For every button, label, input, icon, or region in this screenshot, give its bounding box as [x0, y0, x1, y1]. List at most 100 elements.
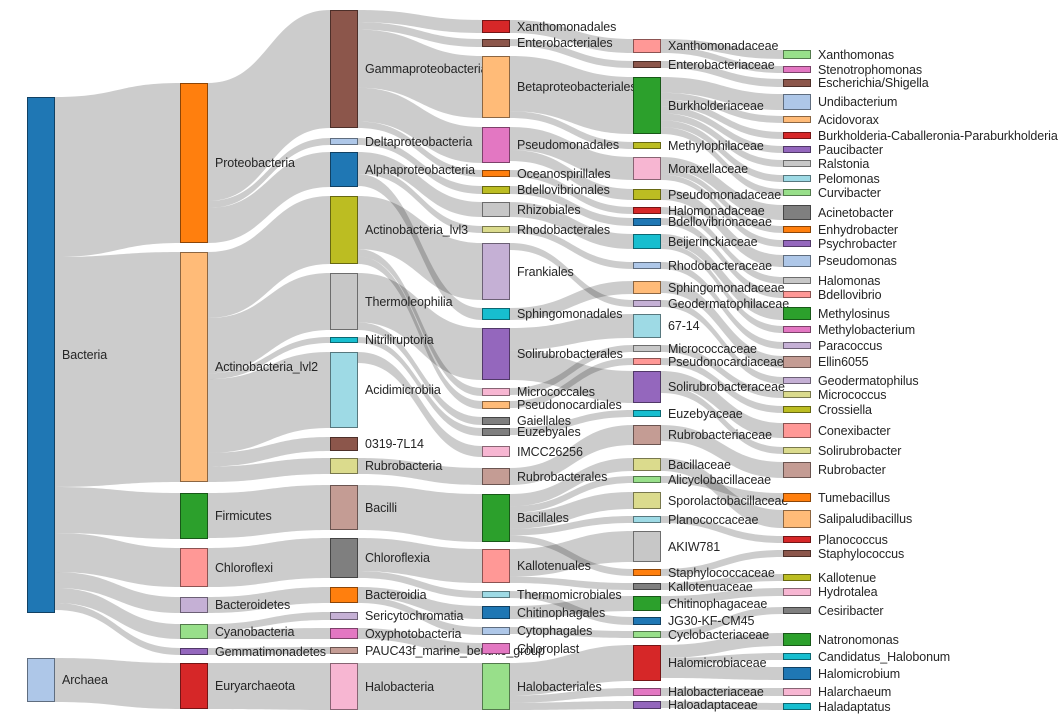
- node-Pelomonas[interactable]: [783, 175, 811, 182]
- node-Thermoleophilia[interactable]: [330, 273, 358, 330]
- flow-Halobacteriales-to-Halomicrobiaceae[interactable]: [510, 645, 633, 696]
- flow-Actinobacteria_lvl2-to-Acidimicrobiia[interactable]: [208, 352, 330, 453]
- flow-Chitinophagales-to-Chitinophagaceae[interactable]: [510, 596, 633, 619]
- node-IMCC26256[interactable]: [482, 446, 510, 457]
- node-Enterobacteriaceae[interactable]: [633, 61, 661, 68]
- node-Bacteria[interactable]: [27, 97, 55, 613]
- flow-Burkholderiaceae-to-Acidovorax[interactable]: [661, 92, 783, 123]
- flow-Halomonadaceae-to-Halomonas[interactable]: [661, 207, 783, 284]
- flow-Burkholderiaceae-to-Undibacterium[interactable]: [661, 77, 783, 110]
- flow-Betaproteobacteriales-to-Methylophilaceae[interactable]: [510, 111, 633, 149]
- flow-Pseudomonadales-to-Moraxellaceae[interactable]: [510, 127, 633, 180]
- flow-Bdellovibrionales-to-Bdellovibrionaceae[interactable]: [510, 186, 633, 226]
- flow-Sphingomonadales-to-Sphingomonadaceae[interactable]: [510, 281, 633, 320]
- node-Ellin6055[interactable]: [783, 356, 811, 368]
- flow-Staphylococcaceae-to-Staphylococcus[interactable]: [661, 550, 783, 576]
- node-Euzebyaceae[interactable]: [633, 410, 661, 417]
- flow-Burkholderiaceae-to-Paucibacter[interactable]: [661, 106, 783, 153]
- node-Pseudonocardiaceae[interactable]: [633, 358, 661, 365]
- flow-Actinobacteria_lvl2-to-Nitriliruptoria[interactable]: [208, 337, 330, 380]
- flow-Proteobacteria-to-Alphaproteobacteria[interactable]: [208, 152, 330, 243]
- node-Halobacteriales[interactable]: [482, 663, 510, 710]
- flow-Moraxellaceae-to-Acinetobacter[interactable]: [661, 157, 783, 220]
- node-Kallotenuaceae[interactable]: [633, 583, 661, 590]
- node-Rhizobiales[interactable]: [482, 202, 510, 217]
- flow-Bacteria-to-Gemmatimonadetes[interactable]: [55, 603, 180, 655]
- flow-Chloroflexi-to-Chloroflexia[interactable]: [208, 538, 330, 587]
- node-Halobacteria[interactable]: [330, 663, 358, 710]
- flow-Solirubrobacteraceae-to-Conexibacter[interactable]: [661, 371, 783, 438]
- node-Beijerinckiaceae[interactable]: [633, 234, 661, 249]
- node-Candidatus_Halobonum[interactable]: [783, 653, 811, 660]
- node-JG30-KF-CM45[interactable]: [633, 617, 661, 625]
- flow-Thermomicrobiales-to-JG30-KF-CM45[interactable]: [510, 591, 633, 625]
- node-AKIW781[interactable]: [633, 531, 661, 562]
- node-Rubrobacteria[interactable]: [330, 458, 358, 474]
- node-67-14[interactable]: [633, 314, 661, 338]
- flow-Rubrobacteriaceae-to-Rubrobacter[interactable]: [661, 425, 783, 478]
- node-Euzebyales[interactable]: [482, 428, 510, 436]
- flow-Actinobacteria_lvl2-to-Thermoleophilia[interactable]: [208, 273, 330, 374]
- node-Conexibacter[interactable]: [783, 423, 811, 438]
- node-Escherichia/Shigella[interactable]: [783, 79, 811, 87]
- node-Halomonadaceae[interactable]: [633, 207, 661, 214]
- flow-Halobacteria-to-Halobacteriales[interactable]: [358, 663, 482, 710]
- node-Bacteroidia[interactable]: [330, 587, 358, 603]
- flow-Bacillales-to-Alicyclobacillaceae[interactable]: [510, 476, 633, 513]
- flow-Pseudomonadales-to-Pseudomonadaceae[interactable]: [510, 150, 633, 200]
- flow-Cytophagales-to-Cyclobacteriaceae[interactable]: [510, 627, 633, 638]
- flow-Rhodobacteraceae-to-Paracoccus[interactable]: [661, 262, 783, 349]
- node-Frankiales[interactable]: [482, 243, 510, 300]
- flow-Alicyclobacillaceae-to-Tumebacillus[interactable]: [661, 476, 783, 502]
- node-Pseudomonas[interactable]: [783, 255, 811, 267]
- node-Curvibacter[interactable]: [783, 189, 811, 196]
- node-Pseudonocardiales[interactable]: [482, 401, 510, 409]
- node-Burkholderia-Caballeronia-Paraburkholderia[interactable]: [783, 132, 811, 139]
- node-Bdellovibrionales[interactable]: [482, 186, 510, 194]
- node-Salipaludibacillus[interactable]: [783, 510, 811, 528]
- flow-Halobacteriales-to-Haloadaptaceae[interactable]: [510, 701, 633, 710]
- node-Sporolactobacillaceae[interactable]: [633, 492, 661, 509]
- flow-Geodermatophilaceae-to-Geodermatophilus[interactable]: [661, 300, 783, 384]
- node-Cesiribacter[interactable]: [783, 607, 811, 614]
- flow-Solirubrobacterales-to-Solirubrobacteraceae[interactable]: [510, 350, 633, 403]
- flow-Bacteria-to-Chloroflexi[interactable]: [55, 533, 180, 587]
- flow-Bacteroidia-to-Chitinophagales[interactable]: [358, 587, 482, 619]
- flow-Bacilli-to-Bacillales[interactable]: [358, 485, 482, 542]
- flow-Beijerinckiaceae-to-Methylobacterium[interactable]: [661, 243, 783, 333]
- flow-Actinobacteria_lvl3-to-Micrococcales[interactable]: [358, 249, 482, 396]
- node-Rhodobacterales[interactable]: [482, 226, 510, 233]
- flow-Bacillales-to-Staphylococcaceae[interactable]: [510, 535, 633, 576]
- node-Paucibacter[interactable]: [783, 146, 811, 153]
- flow-Halobacteriales-to-Halobacteriaceae[interactable]: [510, 688, 633, 703]
- flow-Halobacteriaceae-to-Halarchaeum[interactable]: [661, 688, 783, 696]
- node-Alicyclobacillaceae[interactable]: [633, 476, 661, 483]
- flow-Rhodobacterales-to-Rhodobacteraceae[interactable]: [510, 226, 633, 269]
- flow-Halomicrobiaceae-to-Halomicrobium[interactable]: [661, 665, 783, 680]
- node-Firmicutes[interactable]: [180, 493, 208, 539]
- node-Chitinophagaceae[interactable]: [633, 596, 661, 611]
- node-Actinobacteria_lvl3[interactable]: [330, 196, 358, 264]
- flow-Bacteroidetes-to-Bacteroidia[interactable]: [208, 587, 330, 613]
- node-Rubrobacterales[interactable]: [482, 468, 510, 485]
- node-Geodermatophilaceae[interactable]: [633, 300, 661, 307]
- node-Micrococcus[interactable]: [783, 391, 811, 398]
- node-Halomicrobiaceae[interactable]: [633, 645, 661, 681]
- flow-Burkholderiaceae-to-Curvibacter[interactable]: [661, 127, 783, 196]
- node-Nitriliruptoria[interactable]: [330, 337, 358, 343]
- flow-Actinobacteria_lvl3-to-Pseudonocardiales[interactable]: [358, 256, 482, 409]
- node-Acidovorax[interactable]: [783, 116, 811, 123]
- flow-Sphingomonadaceae-to-Ellin6055[interactable]: [661, 281, 783, 368]
- node-Methylobacterium[interactable]: [783, 326, 811, 333]
- flow-Bacillales-to-Bacillaceae[interactable]: [510, 458, 633, 507]
- flow-Gammaproteobacteria-to-Xanthomonadales[interactable]: [358, 10, 482, 33]
- node-Solirubrobacteraceae[interactable]: [633, 371, 661, 403]
- node-Bacilli[interactable]: [330, 485, 358, 530]
- node-Micrococcaceae[interactable]: [633, 345, 661, 352]
- flow-Enterobacteriales-to-Enterobacteriaceae[interactable]: [510, 39, 633, 68]
- flow-Oxyphotobacteria-to-Chloroplast[interactable]: [358, 628, 482, 654]
- node-Staphylococcaceae[interactable]: [633, 569, 661, 576]
- node-Sericytochromatia[interactable]: [330, 612, 358, 620]
- flow-Solirubrobacterales-to-67-14[interactable]: [510, 314, 633, 351]
- flow-Proteobacteria-to-Deltaproteobacteria[interactable]: [208, 138, 330, 208]
